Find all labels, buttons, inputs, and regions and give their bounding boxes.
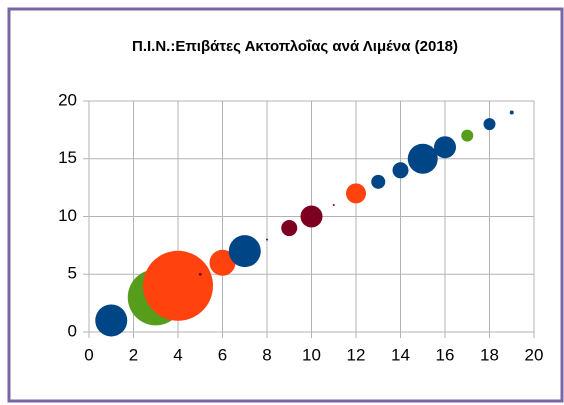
plot-frame xyxy=(88,100,535,333)
x-tick-label: 10 xyxy=(302,345,321,364)
bubble xyxy=(209,249,236,276)
y-tick-label: 20 xyxy=(58,90,77,109)
bubble xyxy=(281,220,298,237)
bubble xyxy=(228,235,261,268)
y-tick-label: 10 xyxy=(58,206,77,225)
x-tick-label: 20 xyxy=(525,345,544,364)
bubble xyxy=(434,136,456,159)
bubble xyxy=(392,162,409,179)
bubble xyxy=(483,118,496,131)
x-tick-label: 8 xyxy=(262,345,271,364)
x-tick-label: 4 xyxy=(173,345,182,364)
bubble xyxy=(407,143,438,174)
bubble xyxy=(371,174,386,189)
x-tick-label: 12 xyxy=(347,345,366,364)
bubble xyxy=(266,238,268,241)
chart-title: Π.Ι.Ν.:Επιβάτες Ακτοπλοΐας ανά Λιμένα (2… xyxy=(132,38,458,55)
bubble xyxy=(461,129,474,142)
bubble xyxy=(300,205,323,228)
x-tick-label: 16 xyxy=(436,345,455,364)
y-tick-label: 15 xyxy=(58,148,77,167)
x-tick-label: 2 xyxy=(129,345,138,364)
bubble xyxy=(143,250,213,321)
y-tick-label: 0 xyxy=(68,321,77,340)
x-tick-label: 14 xyxy=(391,345,410,364)
bubble xyxy=(95,304,128,337)
bubble xyxy=(332,203,335,206)
bubble xyxy=(346,183,366,204)
y-tick-label: 5 xyxy=(68,264,77,283)
x-tick-label: 0 xyxy=(84,345,93,364)
x-tick-label: 6 xyxy=(218,345,227,364)
bubble xyxy=(509,110,514,115)
x-tick-label: 18 xyxy=(480,345,499,364)
frame xyxy=(7,7,564,403)
bubble xyxy=(198,272,202,276)
